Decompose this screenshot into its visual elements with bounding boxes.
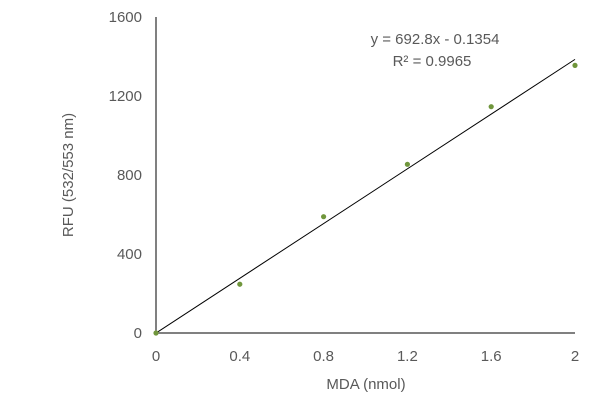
x-tick-label: 2 bbox=[571, 348, 579, 365]
r-squared-label: R² = 0.9965 bbox=[393, 53, 472, 70]
x-tick-labels: 0 0.4 0.8 1.2 1.6 2 bbox=[152, 348, 579, 365]
y-tick-label: 400 bbox=[117, 246, 142, 263]
y-tick-label: 800 bbox=[117, 167, 142, 184]
data-point bbox=[153, 330, 159, 336]
x-axis-label: MDA (nmol) bbox=[326, 376, 405, 393]
y-axis-label: RFU (532/553 nm) bbox=[60, 113, 77, 237]
y-tick-label: 0 bbox=[134, 325, 142, 342]
trendline bbox=[155, 58, 576, 334]
y-tick-label: 1600 bbox=[109, 9, 142, 26]
data-point bbox=[321, 214, 327, 220]
data-points bbox=[153, 62, 578, 336]
data-point bbox=[572, 62, 578, 68]
data-point bbox=[404, 161, 410, 167]
x-tick-label: 0.8 bbox=[313, 348, 334, 365]
y-tick-label: 1200 bbox=[109, 88, 142, 105]
data-point bbox=[237, 281, 243, 287]
y-tick-labels: 0 400 800 1200 1600 bbox=[109, 9, 142, 342]
x-tick-label: 1.2 bbox=[397, 348, 418, 365]
data-point bbox=[488, 104, 494, 110]
x-tick-label: 0 bbox=[152, 348, 160, 365]
x-tick-label: 1.6 bbox=[481, 348, 502, 365]
x-tick-label: 0.4 bbox=[229, 348, 250, 365]
trendline-equation: y = 692.8x - 0.1354 bbox=[371, 31, 500, 48]
